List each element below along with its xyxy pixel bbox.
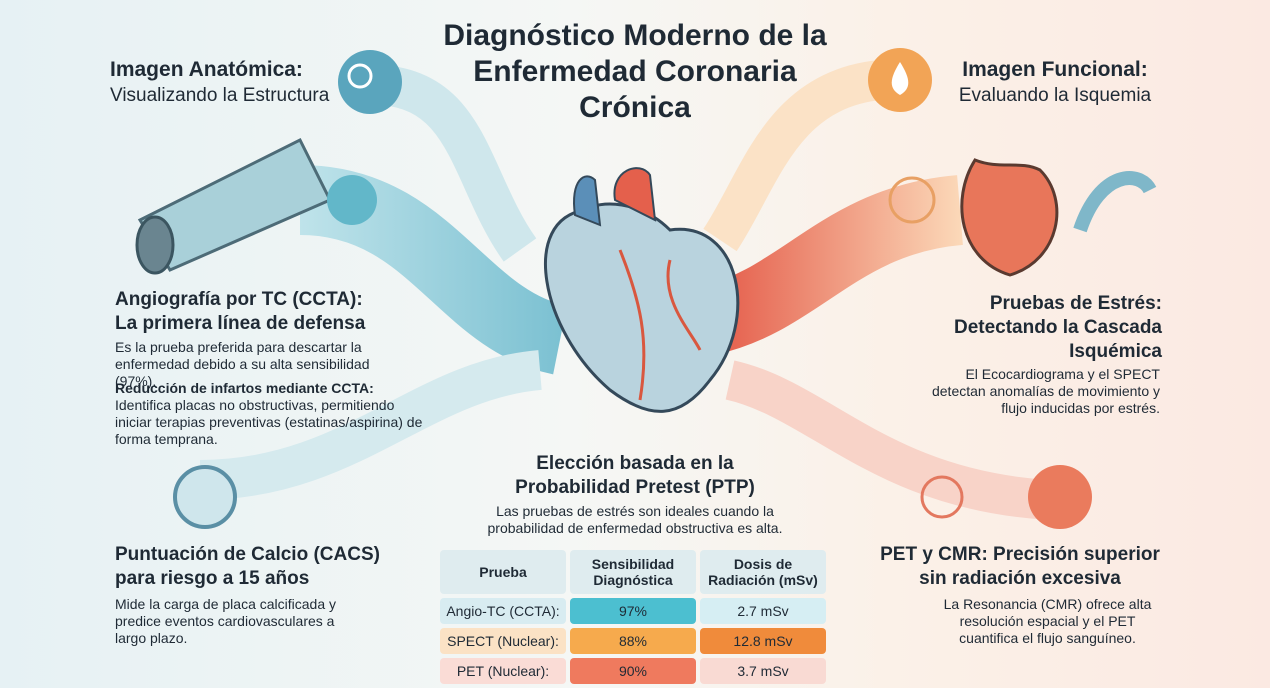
- icon-glyph: [891, 62, 909, 95]
- table: Prueba Sensibilidad Diagnóstica Dosis de R…: [440, 550, 826, 686]
- table-cell: 97%: [570, 598, 696, 624]
- table-cell: SPECT (Nuclear):: [440, 628, 566, 654]
- table-cell: 88%: [570, 628, 696, 654]
- section-title: Imagen Funcional:: [962, 58, 1148, 81]
- heading: Puntuación de Calcio (CACS) para riesgo …: [115, 544, 380, 589]
- title-line: Enfermedad Coronaria: [473, 55, 797, 88]
- icon-stent: [327, 175, 377, 225]
- section-subtitle: Evaluando la Isquemia: [958, 85, 1152, 106]
- table-cell: 90%: [570, 658, 696, 684]
- heading: PET y CMR: Precisión superior sin radiac…: [880, 544, 1160, 589]
- body-text: Mide la carga de placa calcificada y pre…: [115, 596, 337, 646]
- icon-glyph: [347, 63, 373, 89]
- artery: [135, 137, 333, 275]
- body-text: Identifica placas no obstructivas, permi…: [115, 397, 423, 447]
- icon-bolt: [888, 176, 936, 224]
- icon-vessel: [173, 465, 237, 529]
- table-cell: 3.7 mSv: [700, 658, 826, 684]
- table-cell: Angio-TC (CCTA):: [440, 598, 566, 624]
- icon-bolt: [920, 475, 964, 519]
- body-text: Es la prueba preferida para descartar la…: [115, 339, 370, 389]
- section-subtitle: Visualizando la Estructura: [110, 85, 330, 106]
- title-line: Crónica: [579, 91, 691, 124]
- heading: Pruebas de Estrés: Detectando la Cascada…: [953, 293, 1162, 362]
- table-cell: 2.7 mSv: [700, 598, 826, 624]
- band: [701, 175, 964, 355]
- body-text: El Ecocardiograma y el SPECT detectan an…: [931, 366, 1160, 416]
- title: Diagnóstico Moderno de la Enfermedad Coro…: [395, 18, 875, 126]
- subheading: Reducción de infartos mediante CCTA:: [115, 380, 374, 396]
- heart: [543, 167, 740, 413]
- heart-right: [960, 158, 1157, 277]
- table-cell: 12.8 mSv: [700, 628, 826, 654]
- body-text: La Resonancia (CMR) ofrece alta resoluci…: [943, 596, 1152, 646]
- table-cell: PET (Nuclear):: [440, 658, 566, 684]
- table-header-cell: Dosis de Radiación (mSv): [700, 550, 826, 594]
- band: [199, 350, 543, 500]
- icon-heart: [1028, 465, 1092, 529]
- body-text: Las pruebas de estrés son ideales cuando…: [487, 503, 783, 536]
- band: [377, 65, 537, 262]
- heading: Angiografía por TC (CCTA): La primera lí…: [115, 289, 366, 334]
- section-title: Imagen Anatómica:: [110, 58, 303, 81]
- band: [703, 60, 883, 252]
- band: [725, 360, 1052, 520]
- title-line: Diagnóstico Moderno de la: [443, 19, 827, 52]
- table-header-cell: Prueba: [440, 550, 566, 594]
- table-header-cell: Sensibilidad Diagnóstica: [570, 550, 696, 594]
- heading: Elección basada en la Probabilidad Prete…: [515, 453, 755, 498]
